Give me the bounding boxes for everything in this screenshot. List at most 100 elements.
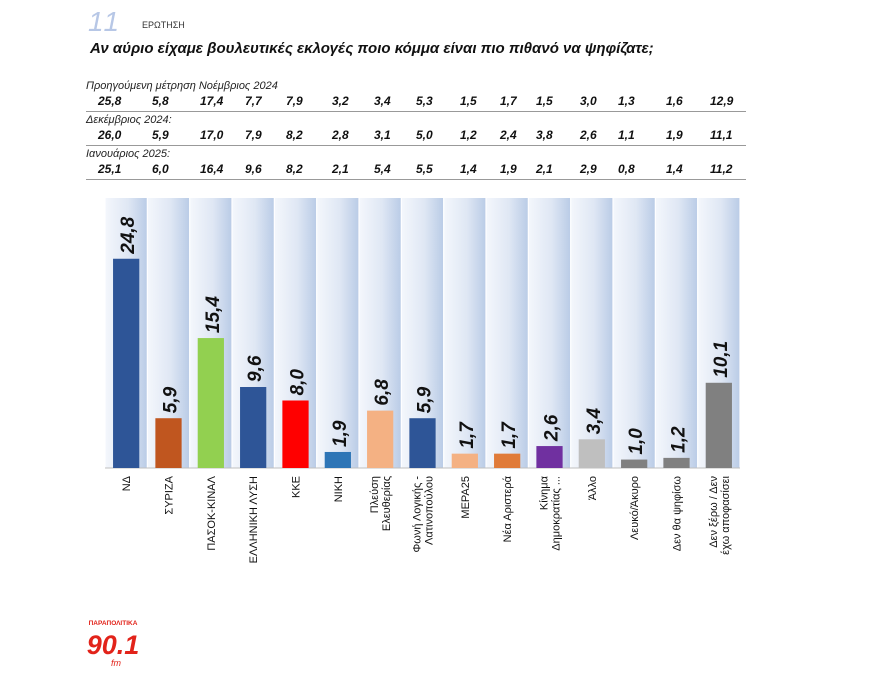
- previous-value: 1,5: [460, 94, 477, 108]
- column-background: [316, 198, 359, 468]
- previous-value: 5,0: [416, 128, 433, 142]
- column-background: [486, 198, 529, 468]
- bar: [240, 387, 267, 468]
- category-label-line: Φωνή Λογικής -: [412, 476, 424, 553]
- previous-value: 17,4: [200, 94, 224, 108]
- previous-value: 3,0: [580, 94, 597, 108]
- previous-value: 5,8: [152, 94, 169, 108]
- data-label: 15,4: [203, 296, 224, 333]
- data-label: 10,1: [711, 341, 732, 378]
- category-label-line: Δημοκρατίας ...: [551, 476, 563, 551]
- category-label-line: ΚΚΕ: [291, 476, 303, 498]
- previous-value: 1,1: [618, 128, 635, 142]
- bar: [451, 453, 478, 468]
- previous-value: 17,0: [200, 128, 224, 142]
- question-text: Αν αύριο είχαμε βουλευτικές εκλογές ποιο…: [90, 40, 654, 57]
- logo-suffix: fm: [111, 658, 122, 668]
- previous-value: 5,3: [416, 94, 433, 108]
- category-label-line: ΣΥΡΙΖΑ: [164, 475, 176, 514]
- bar: [113, 258, 140, 468]
- row-separator: [86, 179, 746, 180]
- previous-value: 2,1: [536, 162, 553, 176]
- category-label-line: ΝΙΚΗ: [333, 476, 345, 502]
- previous-value: 1,7: [500, 94, 517, 108]
- bar: [155, 418, 182, 468]
- bar: [409, 418, 436, 468]
- bar: [663, 457, 690, 468]
- previous-value: 26,0: [98, 128, 122, 142]
- bar: [282, 400, 309, 468]
- previous-value: 25,8: [98, 94, 122, 108]
- category-label-line: ΝΔ: [121, 475, 133, 491]
- radio-logo: ΠΑΡΑΠΟΛΙΤΙΚΑ 90.1 fm: [87, 620, 140, 668]
- previous-value: 1,2: [460, 128, 477, 142]
- previous-value: 11,2: [710, 162, 733, 176]
- category-label: ΝΔ: [121, 475, 133, 491]
- previous-value: 3,8: [536, 128, 553, 142]
- column-background: [443, 198, 486, 468]
- category-label-line: Νέα Αριστερά: [502, 475, 514, 542]
- previous-value: 7,7: [245, 94, 262, 108]
- category-label: Νέα Αριστερά: [502, 475, 514, 542]
- data-label: 6,8: [372, 379, 393, 406]
- column-background: [570, 198, 613, 468]
- previous-value: 2,8: [332, 128, 349, 142]
- category-label-line: Κίνημα: [539, 475, 551, 510]
- previous-value: 2,1: [332, 162, 349, 176]
- bar: [705, 382, 732, 468]
- data-label: 1,7: [457, 421, 478, 449]
- data-label: 8,0: [288, 369, 309, 396]
- data-label: 24,8: [118, 216, 139, 254]
- previous-value: 1,3: [618, 94, 635, 108]
- previous-value: 5,5: [416, 162, 433, 176]
- previous-value: 16,4: [200, 162, 224, 176]
- previous-value: 5,4: [374, 162, 391, 176]
- category-label-line: έχω αποφασίσει: [720, 475, 732, 554]
- row-separator: [86, 145, 746, 146]
- category-label: ΠλεύσηΕλευθερίας: [369, 476, 393, 531]
- category-label: Δεν θα ψηφίσω: [672, 476, 684, 552]
- previous-value: 3,2: [332, 94, 349, 108]
- logo-number: 90.1: [87, 630, 140, 660]
- data-label: 1,7: [499, 421, 520, 449]
- category-label: ΠΑΣΟΚ-ΚΙΝΑΛ: [206, 475, 218, 550]
- previous-value: 1,5: [536, 94, 553, 108]
- question-number: 11: [88, 6, 122, 37]
- previous-value: 9,6: [245, 162, 262, 176]
- previous-value: 8,2: [286, 162, 303, 176]
- previous-value: 1,9: [666, 128, 683, 142]
- previous-value: 12,9: [710, 94, 734, 108]
- previous-row: Προηγούμενη μέτρηση Νοέμβριος 2024 25,8 5,…: [86, 80, 746, 110]
- category-label: Φωνή Λογικής -Λατινοπούλου: [412, 476, 436, 553]
- bar: [324, 451, 351, 468]
- category-label-line: Δεν ξέρω / Δεν: [708, 476, 720, 548]
- column-background: [528, 198, 571, 468]
- bar: [621, 459, 648, 468]
- previous-row-label: Δεκέμβριος 2024:: [86, 114, 172, 126]
- category-label: Λευκό/Άκυρο: [629, 476, 641, 540]
- bar: [367, 410, 394, 468]
- category-label: ΚίνημαΔημοκρατίας ...: [539, 475, 563, 550]
- category-label-line: ΕΛΛΗΝΙΚΗ ΛΥΣΗ: [248, 476, 260, 563]
- category-label-line: Δεν θα ψηφίσω: [672, 476, 684, 552]
- data-label: 1,9: [330, 420, 351, 447]
- data-label: 1,0: [626, 428, 647, 455]
- previous-row: Δεκέμβριος 2024: 26,0 5,9 17,0 7,9 8,2 2,8 3,1 5…: [86, 114, 746, 144]
- data-label: 5,9: [415, 386, 436, 413]
- category-label-line: Λευκό/Άκυρο: [629, 476, 641, 540]
- data-label: 3,4: [584, 407, 605, 434]
- previous-value: 2,4: [500, 128, 517, 142]
- previous-value: 2,6: [580, 128, 597, 142]
- column-background: [613, 198, 656, 468]
- category-label-line: ΜΕΡΑ25: [460, 476, 472, 519]
- category-label-line: ΠΑΣΟΚ-ΚΙΝΑΛ: [206, 475, 218, 550]
- previous-value: 1,4: [666, 162, 683, 176]
- category-label-line: Ελευθερίας: [381, 476, 393, 531]
- previous-value: 3,4: [374, 94, 391, 108]
- category-label: ΕΛΛΗΝΙΚΗ ΛΥΣΗ: [248, 476, 260, 563]
- data-label: 5,9: [161, 386, 182, 413]
- previous-value: 5,9: [152, 128, 169, 142]
- category-label: ΜΕΡΑ25: [460, 476, 472, 519]
- bar: [536, 446, 563, 468]
